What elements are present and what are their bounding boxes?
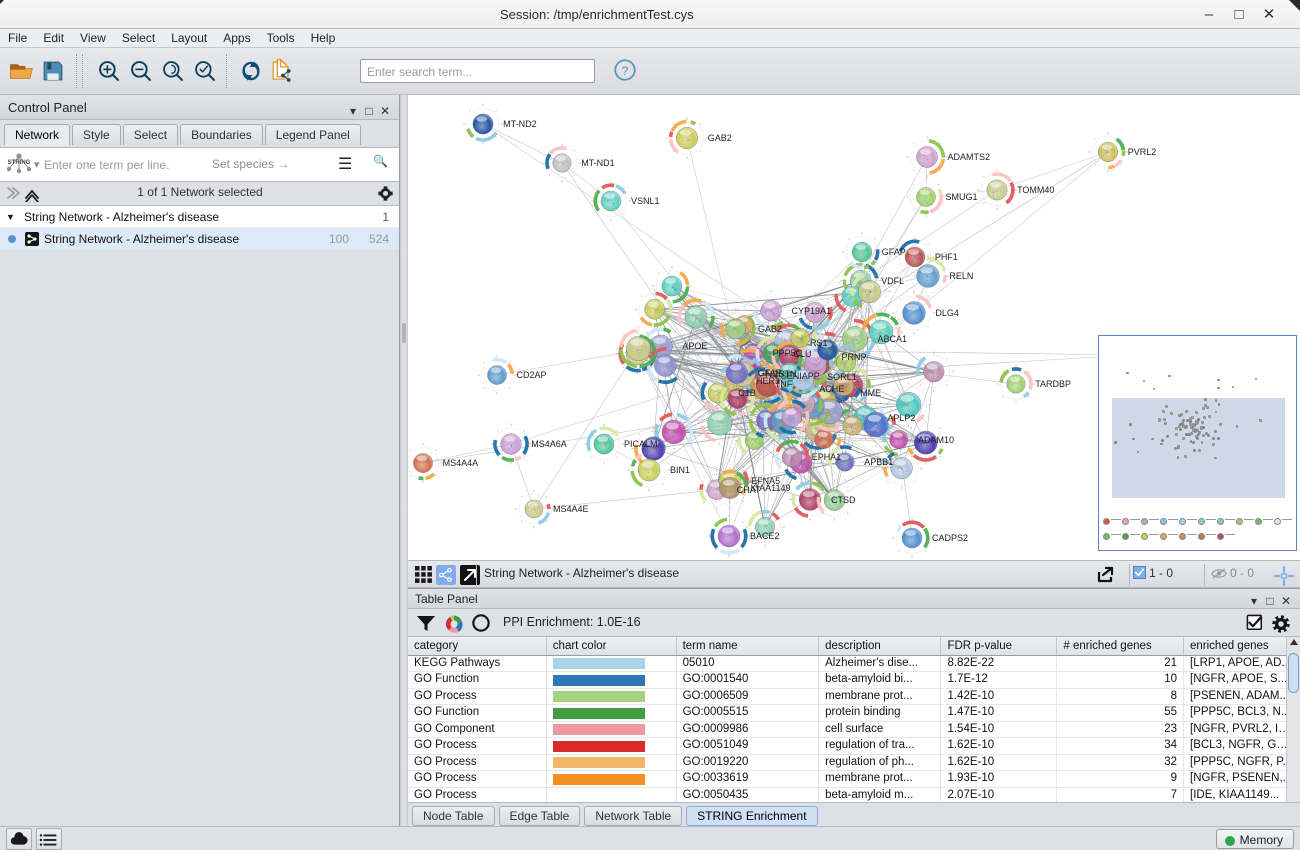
svg-text:STRING: STRING — [8, 160, 31, 166]
svg-text:?: ? — [622, 64, 629, 78]
